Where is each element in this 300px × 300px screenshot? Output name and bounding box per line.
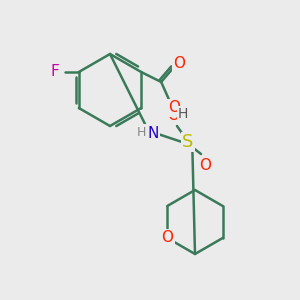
- Text: O: O: [168, 100, 180, 116]
- Text: O: O: [161, 230, 173, 245]
- Text: O: O: [173, 56, 185, 70]
- Text: H: H: [136, 125, 146, 139]
- Text: N: N: [147, 127, 159, 142]
- Text: O: O: [167, 107, 179, 122]
- Text: O: O: [199, 158, 211, 172]
- Text: F: F: [50, 64, 59, 80]
- Text: S: S: [182, 133, 194, 151]
- Text: H: H: [178, 107, 188, 121]
